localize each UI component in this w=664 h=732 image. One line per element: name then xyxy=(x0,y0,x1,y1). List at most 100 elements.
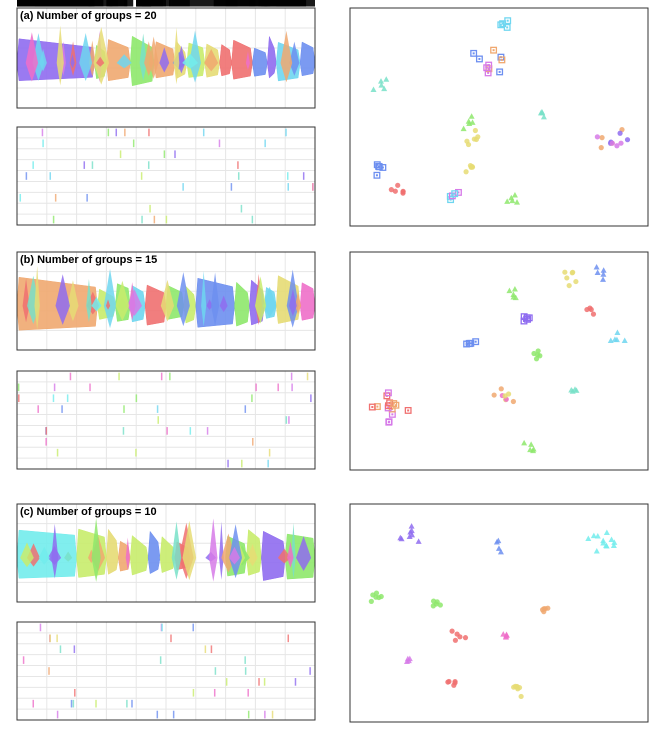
timeline-tick xyxy=(89,383,91,392)
point-square xyxy=(451,190,459,198)
scatter-cluster xyxy=(368,590,384,604)
scatter-cluster xyxy=(446,188,462,204)
timeline-tick xyxy=(290,372,293,381)
point-triangle xyxy=(614,329,621,336)
stream-spike xyxy=(125,537,130,571)
plot-frame xyxy=(16,621,316,721)
point-triangle xyxy=(408,527,415,534)
point-circle xyxy=(564,275,570,281)
point-triangle xyxy=(408,523,415,529)
point-triangle xyxy=(378,82,385,88)
timeline-tick xyxy=(287,172,289,180)
stream-spike xyxy=(245,51,250,71)
scatter-cluster xyxy=(506,286,519,301)
timeline-tick xyxy=(156,405,159,413)
plot-frame xyxy=(349,7,649,227)
point-triangle xyxy=(497,548,504,555)
point-circle xyxy=(617,130,623,136)
timeline-tick xyxy=(287,183,289,191)
gridlines xyxy=(17,371,315,469)
scatter-cluster xyxy=(521,439,537,454)
timeline-tick xyxy=(189,427,192,435)
point-circle xyxy=(535,352,541,358)
point-square-center xyxy=(506,19,509,22)
timeline-tick xyxy=(240,204,243,213)
point-square xyxy=(475,55,483,63)
timeline-tick xyxy=(157,416,159,424)
timeline-tick xyxy=(53,383,56,392)
timeline-tick xyxy=(237,172,240,180)
timeline-tick xyxy=(302,172,305,180)
point-square-center xyxy=(506,26,509,29)
timeline-tick xyxy=(54,193,57,202)
timeline-tick xyxy=(244,667,247,675)
plot-frame xyxy=(16,370,316,470)
scatter-cluster xyxy=(403,655,413,664)
point-square-center xyxy=(478,57,481,60)
plot-frame xyxy=(16,7,316,109)
stream-spike xyxy=(25,32,39,82)
point-triangle xyxy=(600,539,607,546)
point-triangle xyxy=(510,291,517,297)
timeline-tick xyxy=(264,710,266,719)
point-square-center xyxy=(377,165,380,168)
point-square xyxy=(373,161,381,169)
timeline-tick xyxy=(25,172,28,180)
point-triangle xyxy=(460,125,467,132)
point-square-center xyxy=(391,413,394,416)
timeline-tick xyxy=(56,634,58,643)
timeline-tick xyxy=(19,193,22,202)
timeline-bar xyxy=(76,0,128,7)
plot-background xyxy=(350,252,648,470)
point-square-center xyxy=(381,166,384,169)
point-circle xyxy=(445,679,451,685)
scatter-cluster xyxy=(562,269,579,289)
panel-title: (b) Number of groups = 15 xyxy=(20,254,157,266)
point-circle xyxy=(599,135,605,141)
timeline-tick xyxy=(156,710,159,719)
plot-frame xyxy=(349,503,649,723)
timeline-tick xyxy=(48,667,50,675)
point-square xyxy=(503,23,511,31)
point-square xyxy=(373,171,381,179)
timeline-tick xyxy=(135,448,137,457)
gridlines xyxy=(17,622,315,720)
point-circle xyxy=(569,270,575,276)
point-triangle xyxy=(383,76,390,82)
scatter-cluster xyxy=(500,631,510,640)
timeline-tick xyxy=(153,215,156,224)
point-circle xyxy=(368,598,374,604)
timeline-tick xyxy=(263,678,266,686)
point-square xyxy=(368,403,376,411)
stream-spike xyxy=(219,295,228,313)
timeline-tick xyxy=(170,634,172,643)
timeline-tick xyxy=(225,678,228,686)
stream-spike xyxy=(79,32,93,82)
timeline-tick xyxy=(119,150,122,159)
timeline-tick xyxy=(214,667,217,675)
timeline-tick xyxy=(39,623,42,632)
timeline-tick xyxy=(74,688,76,697)
point-square-center xyxy=(492,49,495,52)
timeline-bar xyxy=(136,0,155,7)
stream-spike xyxy=(291,522,296,579)
timeline-bar xyxy=(154,0,166,7)
timeline-tick xyxy=(294,678,297,686)
stream-spike xyxy=(254,276,267,324)
timeline-tick xyxy=(291,383,293,392)
scatter-cluster xyxy=(511,683,524,700)
point-circle xyxy=(475,134,481,140)
stream-segment xyxy=(147,530,161,575)
point-triangle xyxy=(468,113,475,119)
timeline-tick xyxy=(140,172,143,180)
timeline-tick xyxy=(32,699,34,708)
timeline-tick xyxy=(247,688,249,697)
scatter-cluster xyxy=(584,305,597,317)
point-square xyxy=(463,340,471,348)
point-square xyxy=(496,68,504,76)
scatter-cluster xyxy=(464,127,481,148)
scatter-cluster xyxy=(568,386,580,394)
scatter-cluster xyxy=(607,329,628,343)
timeline-tick xyxy=(192,623,194,632)
